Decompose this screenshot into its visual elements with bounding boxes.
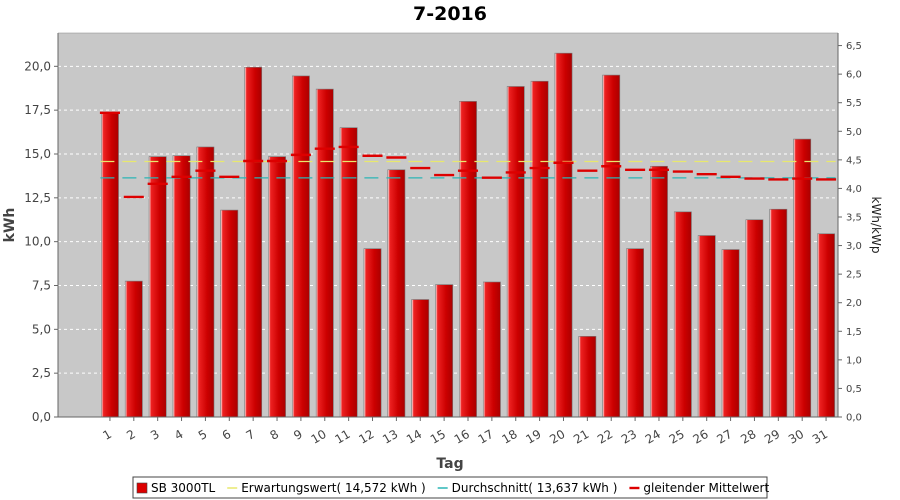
y2-tick-label: 2,5 <box>846 270 862 281</box>
x-tick-label: 6 <box>220 427 234 443</box>
y-axis-label: kWh <box>2 208 18 243</box>
x-tick-label: 8 <box>267 427 281 443</box>
y2-tick-label: 3,5 <box>846 213 862 224</box>
x-tick-label: 21 <box>571 427 591 447</box>
y2-tick-label: 4,5 <box>846 155 862 166</box>
y2-tick-label: 1,5 <box>846 327 862 338</box>
bar <box>554 52 573 418</box>
bar <box>315 88 334 418</box>
bar <box>578 336 597 418</box>
x-tick-label: 30 <box>786 427 806 447</box>
bar <box>482 281 501 418</box>
x-tick-label: 23 <box>619 427 639 447</box>
bar <box>339 127 358 418</box>
x-tick-label: 10 <box>309 427 329 447</box>
x-tick-label: 25 <box>667 427 687 447</box>
x-tick-label: 1 <box>100 427 114 443</box>
y-tick-label: 5,0 <box>32 322 51 336</box>
bar <box>387 169 406 418</box>
legend: SB 3000TL Erwartungswert( 14,572 kWh ) Dur… <box>132 476 769 499</box>
y2-tick-label: 5,5 <box>846 98 862 109</box>
y2-tick-label: 3,0 <box>846 241 862 252</box>
bar <box>363 248 382 418</box>
x-tick-label: 16 <box>452 427 472 447</box>
x-tick-label: 26 <box>691 427 711 447</box>
x-tick-label: 27 <box>714 427 734 447</box>
x-tick-label: 24 <box>643 427 663 447</box>
y-tick-label: 2,5 <box>32 366 51 380</box>
x-tick-label: 11 <box>332 427 352 447</box>
bar <box>721 249 740 418</box>
x-axis-label: Tag <box>436 456 463 472</box>
bar <box>101 112 119 418</box>
y-tick-label: 15,0 <box>24 147 51 161</box>
bar <box>411 299 430 418</box>
y2-tick-label: 1,0 <box>846 355 862 366</box>
x-tick-label: 9 <box>291 427 305 443</box>
x-tick-label: 20 <box>547 427 567 447</box>
y-tick-label: 10,0 <box>24 235 51 249</box>
legend-item-label: Durchschnitt( 13,637 kWh ) <box>452 481 618 495</box>
legend-item-label: gleitender Mittelwert <box>643 481 769 495</box>
y2-tick-label: 0,5 <box>846 384 862 395</box>
x-tick-label: 2 <box>124 427 138 443</box>
x-tick-label: 31 <box>810 427 830 447</box>
bar <box>673 211 692 418</box>
y2-tick-label: 0,0 <box>846 413 862 424</box>
bar <box>650 165 668 418</box>
bar <box>172 155 191 418</box>
bar <box>148 156 167 418</box>
bar <box>697 235 716 418</box>
x-tick-label: 3 <box>148 427 162 443</box>
y2-tick-label: 6,5 <box>846 41 862 52</box>
bar <box>769 208 788 418</box>
bar <box>196 146 215 418</box>
y2-tick-label: 5,0 <box>846 127 862 138</box>
legend-box <box>132 476 768 499</box>
x-tick-label: 7 <box>244 427 258 443</box>
y-tick-label: 17,5 <box>24 103 51 117</box>
x-tick-label: 12 <box>356 427 376 447</box>
bar <box>435 284 454 418</box>
bar <box>817 233 835 418</box>
bar <box>793 138 812 418</box>
bar <box>292 75 310 418</box>
bar <box>530 80 549 418</box>
x-tick-label: 18 <box>500 427 520 447</box>
bar <box>745 219 764 418</box>
x-tick-label: 14 <box>404 427 424 447</box>
bar <box>244 66 263 418</box>
y-tick-label: 20,0 <box>24 59 51 73</box>
legend-swatch <box>136 482 148 494</box>
y2-tick-label: 4,0 <box>846 184 862 195</box>
y2-tick-label: 6,0 <box>846 70 862 81</box>
y-tick-label: 0,0 <box>32 410 51 424</box>
bar <box>459 101 477 418</box>
legend-item-label: SB 3000TL <box>151 481 216 495</box>
bar <box>506 86 525 418</box>
bar <box>268 156 286 418</box>
x-tick-label: 28 <box>738 427 758 447</box>
bar <box>220 209 239 418</box>
y-tick-label: 12,5 <box>24 191 51 205</box>
x-tick-label: 15 <box>428 427 448 447</box>
x-tick-label: 5 <box>196 427 210 443</box>
bar <box>626 248 644 418</box>
y2-axis-label: kWh/kWp <box>869 197 883 254</box>
bar <box>602 74 621 418</box>
x-tick-label: 22 <box>595 427 615 447</box>
x-tick-label: 19 <box>523 427 543 447</box>
x-tick-label: 13 <box>380 427 400 447</box>
legend-item-label: Erwartungswert( 14,572 kWh ) <box>241 481 425 495</box>
x-tick-label: 29 <box>762 427 782 447</box>
x-tick-label: 4 <box>172 427 186 443</box>
x-tick-label: 17 <box>476 427 496 447</box>
y-tick-label: 7,5 <box>32 278 51 292</box>
chart-title: 7-2016 <box>413 3 487 25</box>
bar <box>124 280 143 418</box>
y2-tick-label: 2,0 <box>846 298 862 309</box>
